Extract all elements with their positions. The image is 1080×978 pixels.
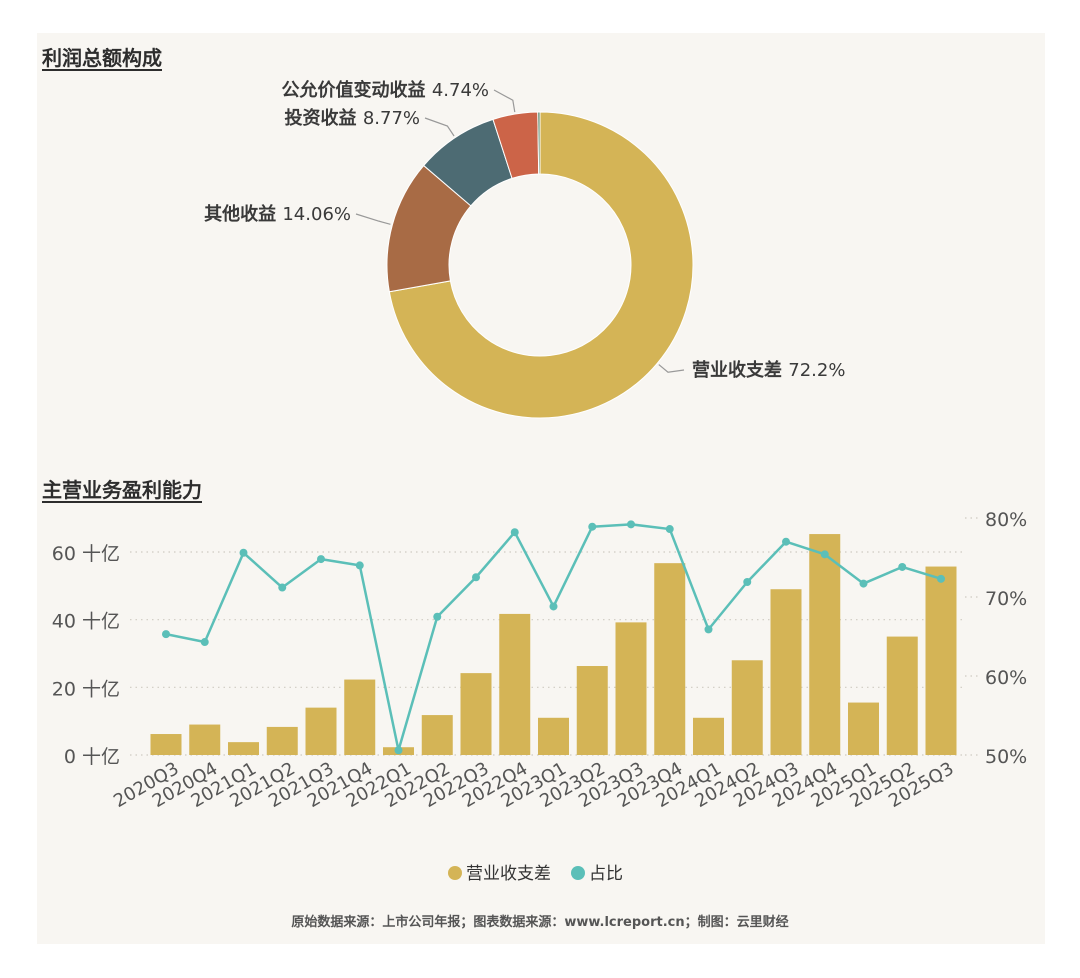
line-point [162,630,170,639]
bar [305,707,337,755]
line-point [627,520,635,529]
y-right-tick-label: 50% [985,746,1027,768]
bar [538,717,569,755]
donut-slice [537,111,541,175]
donut-slice-label: 公允价值变动收益 4.74% [282,79,489,101]
line-point [937,574,945,583]
line-point [743,577,752,586]
donut-leader-line [355,213,391,225]
y-right-tick-label: 60% [985,667,1027,689]
line-point [820,550,829,559]
donut-slice [388,111,694,419]
bar [693,717,724,755]
donut-slice-label: 投资收益 8.77% [285,107,420,129]
y-left-tick-label: 20 十亿 [52,678,120,700]
bar [848,702,879,755]
legend-label-bar: 营业收支差 [466,864,551,884]
line-point [394,746,403,755]
y-left-tick-label: 60 十亿 [52,543,120,565]
line-point [665,525,674,534]
footer-source: 原始数据来源：上市公司年报；图表数据来源：www.lcreport.cn；制图：… [291,915,789,930]
bar [228,742,259,755]
chart-panel [37,33,1045,944]
line-point [433,612,442,621]
line-point [898,562,907,571]
bar [460,673,492,755]
y-left-tick-label: 40 十亿 [52,611,120,633]
bar [499,613,531,755]
line-point [588,522,597,531]
donut-slice-label: 其他收益 14.06% [204,203,351,225]
line-point [317,555,325,564]
legend-label-line: 占比 [589,864,623,884]
line-point [278,583,287,592]
line-point [704,625,713,634]
bar [576,666,608,755]
donut-leader-line [424,117,455,137]
donut-leader-line [658,364,685,373]
line-point [239,548,248,557]
y-right-tick-label: 80% [985,509,1027,531]
line-point [510,528,519,537]
bar [809,534,841,755]
y-right-tick-label: 70% [985,588,1027,610]
line-point [355,561,364,570]
line-point [782,537,790,546]
donut-chart-title: 利润总额构成 [42,46,162,70]
legend-marker-bar [448,866,462,880]
bar-chart-title: 主营业务盈利能力 [42,478,202,502]
bar [421,715,453,755]
y-left-tick-label: 0 十亿 [64,746,120,768]
bar [150,734,182,755]
line-point [472,573,480,582]
bar [886,636,918,755]
bar [189,724,221,755]
bar [731,660,763,755]
bar [925,566,957,755]
legend-marker-line [571,866,585,880]
donut-slice-label: 营业收支差 72.2% [692,359,845,381]
bar [344,679,376,755]
bar [770,589,802,755]
bar [266,726,298,755]
bar [615,622,647,755]
bar [654,563,686,755]
line-point [859,579,868,588]
donut-leader-line [493,89,516,113]
line-point [549,602,558,611]
line-point [200,638,209,647]
